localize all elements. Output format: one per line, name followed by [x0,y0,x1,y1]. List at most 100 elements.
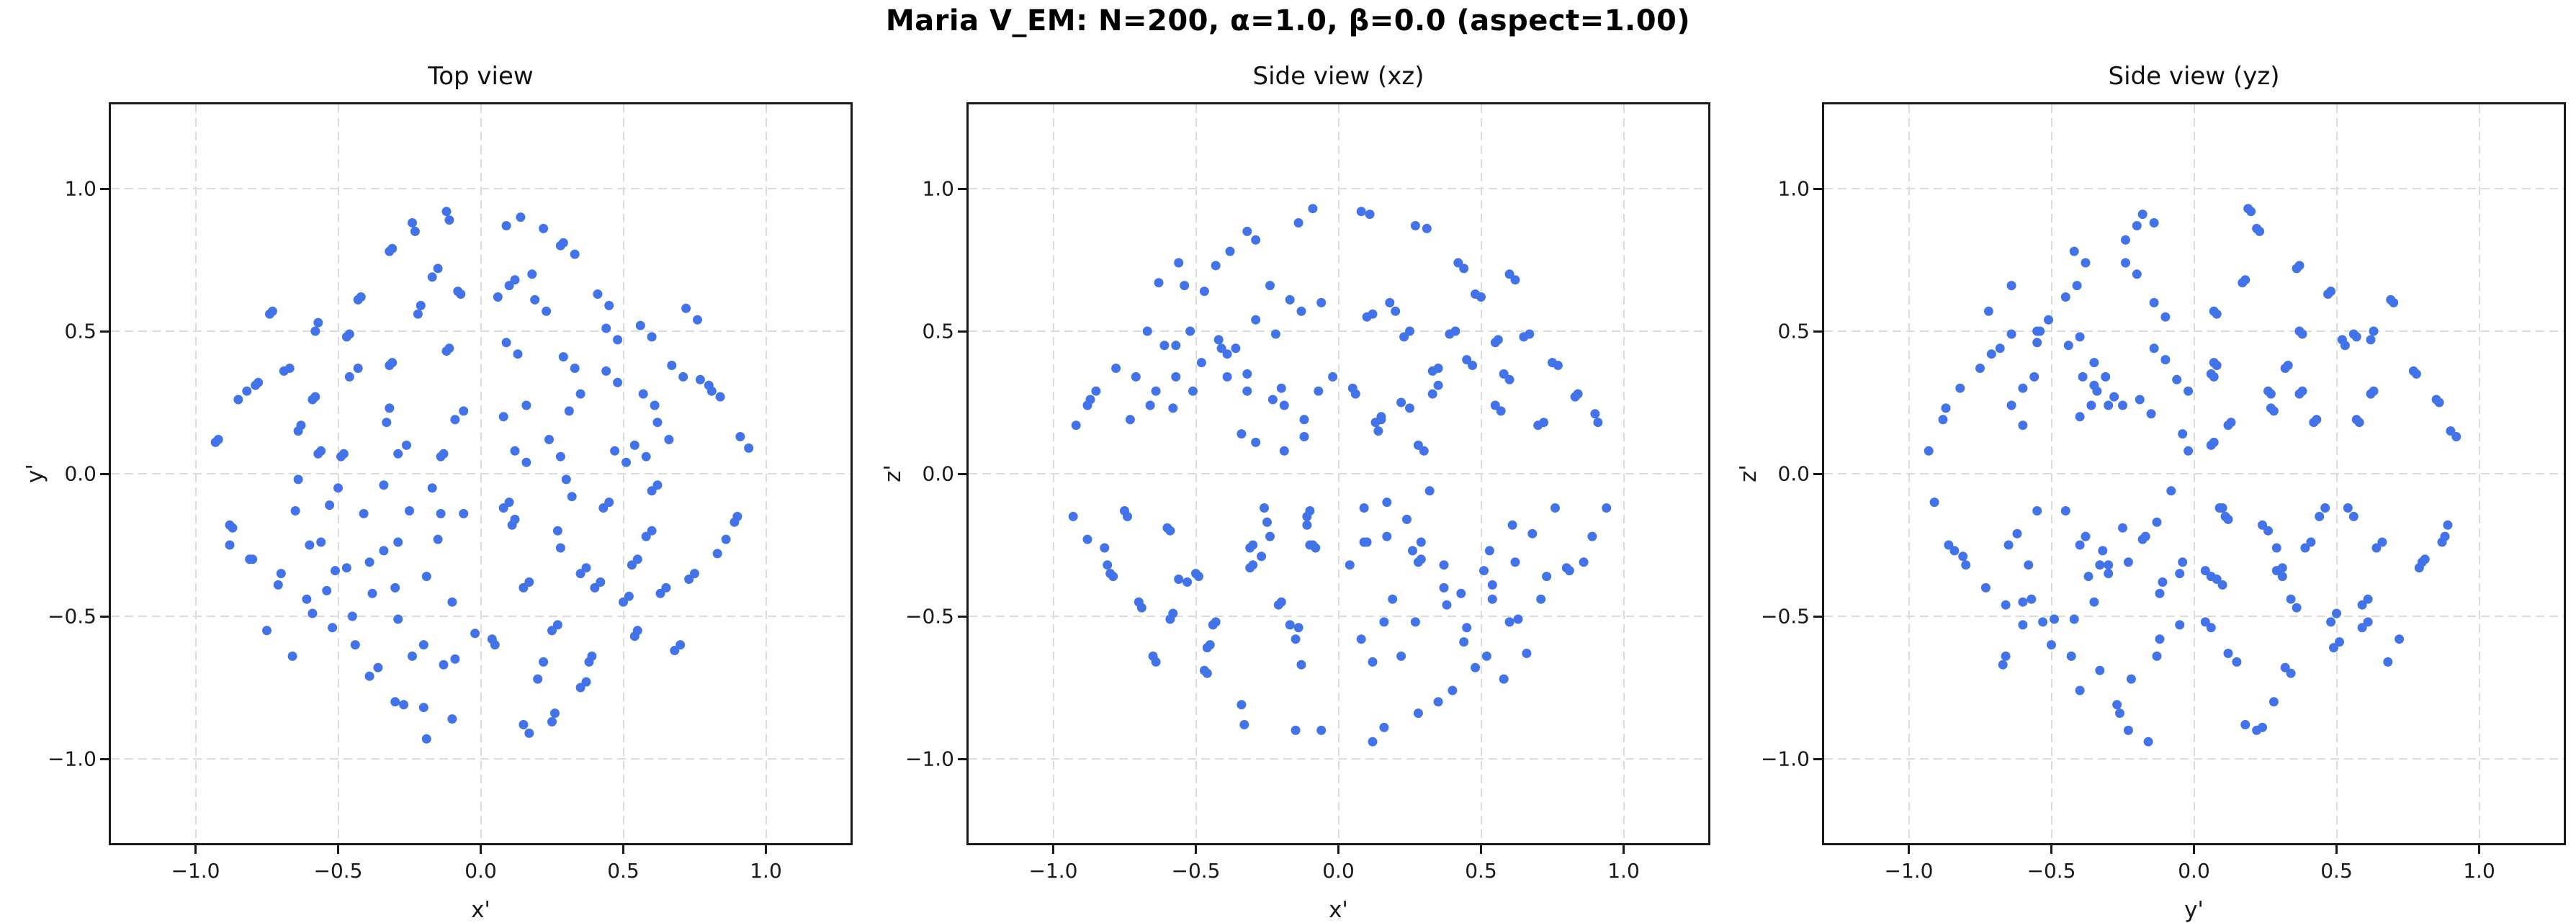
scatter-point [1293,218,1303,228]
scatter-point [1396,397,1406,408]
scatter-point [1276,383,1286,393]
x-tick-mark [2335,845,2338,854]
x-tick-label: −1.0 [1028,859,1078,883]
scatter-point [539,657,549,667]
scatter-point [2024,560,2034,570]
scatter-point [1131,372,1141,382]
scatter-point [1405,403,1414,413]
scatter-point [2258,722,2267,732]
scatter-point [2006,400,2016,410]
scatter-point [539,223,549,233]
scatter-point [2143,737,2153,747]
scatter-point [619,597,628,607]
scatter-point [1471,662,1481,672]
scatter-point [575,683,585,693]
scatter-point [501,221,511,230]
x-tick-label: −0.5 [2027,859,2076,883]
scatter-point [2095,560,2105,570]
scatter-point [308,608,318,618]
scatter-point [542,306,552,316]
scatter-point [2363,617,2373,627]
scatter-point [1980,582,1991,593]
scatter-point [2383,657,2393,667]
y-tick-mark [1813,472,1822,475]
scatter-point [1413,440,1423,450]
scatter-point [1242,226,1252,236]
scatter-point [2160,355,2171,365]
scatter-point [647,526,657,536]
y-tick-label: −1.0 [905,747,954,771]
scatter-point [2348,511,2359,521]
scatter-point [516,212,526,222]
scatter-point [1182,577,1193,587]
scatter-point [2300,543,2310,553]
scatter-point [2340,341,2350,351]
y-tick-mark [1813,187,1822,190]
scatter-point [1570,392,1580,402]
scatter-point [613,335,623,345]
scatter-point [1975,364,1985,373]
y-tick-mark [1813,330,1822,333]
scatter-point [621,457,631,467]
scatter-point [1248,560,1258,570]
scatter-point [1416,554,1426,564]
scatter-point [248,554,258,564]
scatter-point [533,674,543,684]
scatter-point [1265,281,1275,291]
scatter-point [490,640,500,650]
scatter-point [650,400,660,410]
scatter-point [382,418,392,428]
scatter-point [2271,566,2281,576]
scatter-point [498,412,508,422]
scatter-point [1211,261,1221,271]
scatter-point [2060,506,2070,515]
scatter-point [504,497,514,508]
scatter-point [2044,315,2053,325]
x-tick-label: 1.0 [1607,859,1640,883]
scatter-point [408,218,417,228]
scatter-point [1456,588,1466,598]
scatter-point [513,349,523,359]
y-tick-mark [958,615,966,618]
subplot-top-view: Top view −1.0 −1.0 −0.5 −0.5 0.0 0.0 0.5 0.5 1.0… [22,62,853,923]
scatter-point [2089,358,2099,368]
scatter-point [2357,623,2367,633]
scatter-point [1602,503,1612,513]
scatter-point [641,451,651,462]
y-tick-label: 1.0 [1777,176,1810,201]
scatter-point [421,572,431,582]
plot-area: −1.0 −1.0 −0.5 −0.5 0.0 0.0 0.5 0.5 1.0 1.0 [905,102,1710,883]
scatter-point [1924,446,1934,456]
scatter-point [2032,338,2042,348]
scatter-point [1308,540,1318,550]
scatter-point [385,246,395,256]
scatter-point [2200,617,2210,627]
scatter-point [1373,426,1383,436]
scatter-point [676,640,686,650]
scatter-point [441,346,452,356]
scatter-point [1316,725,1327,735]
scatter-point [1159,341,1170,351]
scatter-point [712,549,722,559]
scatter-point [1487,580,1497,590]
scatter-point [575,569,585,579]
scatter-point [1949,546,1960,556]
scatter-point [2137,210,2148,220]
scatter-point [652,480,663,490]
scatter-point [416,300,426,310]
scatter-point [2335,637,2344,647]
scatter-point [2078,372,2088,382]
x-tick-label: 0.0 [1322,859,1355,883]
scatter-point [1376,412,1386,422]
scatter-point [732,511,742,521]
scatter-point [1262,517,1272,527]
scatter-point [2132,221,2142,230]
scatter-point [1929,497,1939,508]
scatter-point [350,640,360,650]
scatter-point [310,326,320,336]
scatter-point [242,386,252,396]
scatter-point [2001,651,2011,661]
scatter-point [1279,446,1289,456]
scatter-point [1487,594,1497,604]
scatter-point [1499,674,1509,684]
